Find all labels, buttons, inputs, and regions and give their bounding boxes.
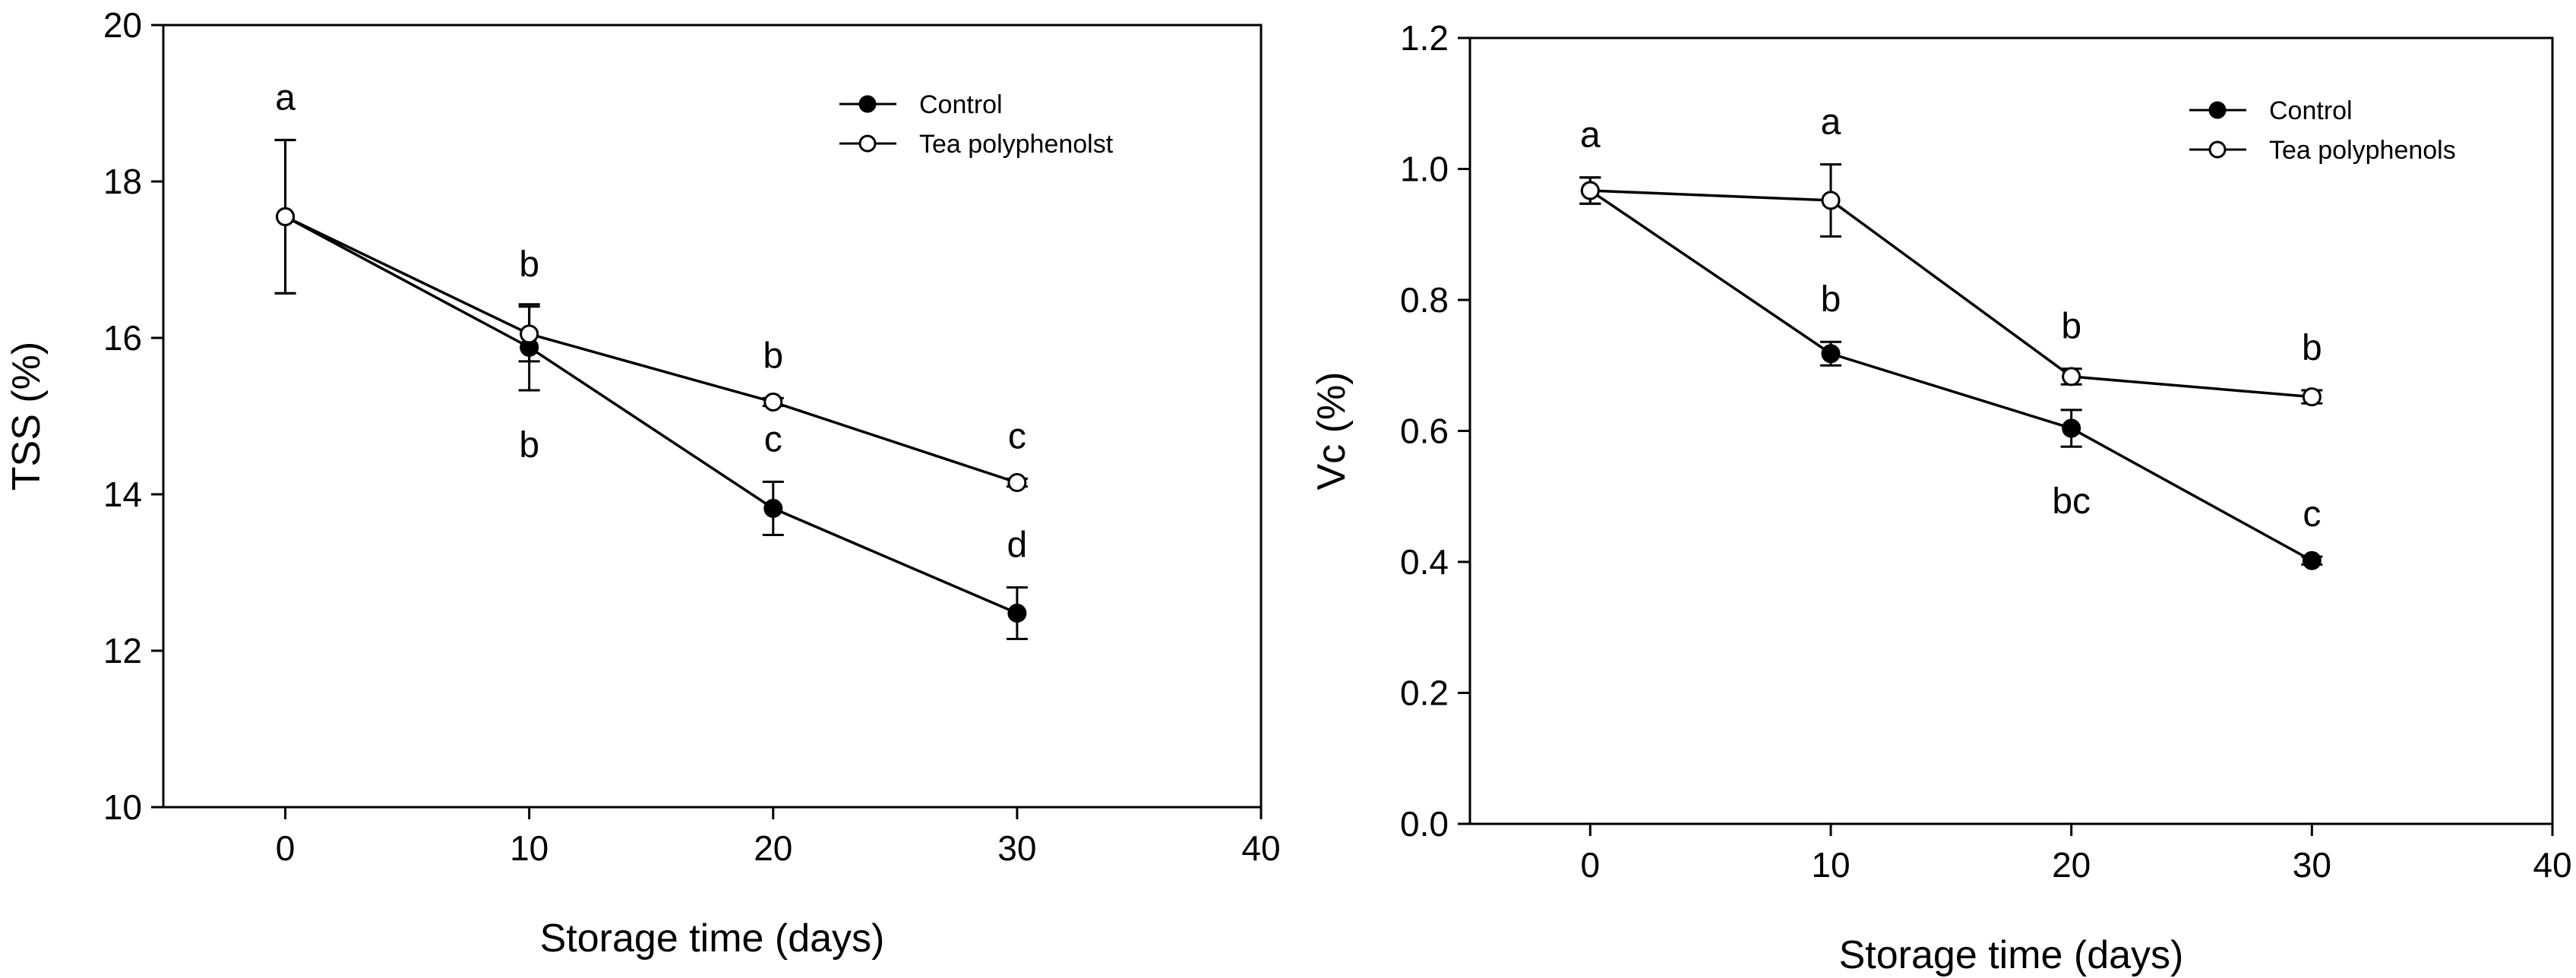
tea-polyphenols-point <box>763 392 783 412</box>
legend-label: Control <box>2269 96 2353 125</box>
tea-polyphenols-point <box>1821 191 1841 210</box>
y-axis-title: TSS (%) <box>5 342 49 491</box>
control-point <box>2062 418 2081 438</box>
significance-label: b <box>1821 279 1841 320</box>
x-tick-label: 20 <box>754 828 792 868</box>
legend-marker <box>2208 101 2227 119</box>
significance-label: b <box>763 336 783 376</box>
tea-polyphenols-point <box>520 324 539 344</box>
y-tick-label: 20 <box>103 5 142 45</box>
series-line-control <box>284 215 1018 615</box>
y-tick-label: 0.8 <box>1400 280 1449 320</box>
significance-label: c <box>2303 494 2321 535</box>
tea-polyphenols-point <box>276 207 296 226</box>
y-tick-label: 0.2 <box>1400 674 1449 713</box>
y-tick-label: 10 <box>103 787 142 827</box>
significance-label: c <box>764 420 782 460</box>
tss-chart: 10 12 14 16 18 20 0 10 20 30 40 Storage time (days)… <box>5 5 1281 961</box>
y-tick-label: 12 <box>103 631 142 670</box>
significance-label: c <box>1008 416 1026 456</box>
control-point <box>1007 604 1027 623</box>
y-tick-label: 0.4 <box>1400 542 1449 582</box>
legend-label: Tea polyphenolst <box>919 130 1114 159</box>
x-axis-title: Storage time (days) <box>540 916 885 961</box>
control-point <box>1821 344 1841 364</box>
x-axis-title: Storage time (days) <box>1839 933 2184 977</box>
y-tick-label: 1.2 <box>1400 18 1449 58</box>
x-tick-label: 10 <box>510 828 548 868</box>
tea-polyphenols-point <box>1580 181 1600 200</box>
y-axis-title: Vc (%) <box>1310 372 1354 491</box>
significance-label: b <box>519 244 539 285</box>
legend-marker <box>2208 140 2227 159</box>
control-point <box>763 499 783 519</box>
control-point <box>2302 551 2322 570</box>
x-tick-label: 40 <box>2533 845 2571 885</box>
y-tick-label: 18 <box>103 162 142 201</box>
significance-label: bc <box>2052 481 2091 522</box>
significance-label: b <box>2061 307 2081 347</box>
x-tick-label: 0 <box>276 828 296 868</box>
series-line-tea-polyphenols <box>1590 189 2312 399</box>
significance-label: a <box>275 77 296 118</box>
x-tick-label: 30 <box>997 828 1036 868</box>
series-line-control <box>1589 189 2313 562</box>
significance-label: b <box>2302 328 2322 368</box>
y-tick-label: 14 <box>103 475 142 514</box>
vc-chart: 0.0 0.2 0.4 0.6 0.8 1.0 1.2 0 10 20 30 40 Storage ti… <box>1310 18 2572 977</box>
y-tick-label: 0.0 <box>1400 804 1449 844</box>
y-tick-label: 0.6 <box>1400 412 1449 451</box>
x-tick-label: 30 <box>2293 845 2331 885</box>
legend-marker <box>858 134 877 153</box>
tea-polyphenols-point <box>2062 367 2081 386</box>
tea-polyphenols-point <box>1007 473 1027 493</box>
y-tick-label: 1.0 <box>1400 150 1449 189</box>
significance-label: b <box>519 425 539 465</box>
x-tick-label: 10 <box>1811 845 1850 885</box>
x-tick-label: 20 <box>2052 845 2091 885</box>
legend-label: Control <box>919 90 1003 119</box>
tea-polyphenols-point <box>2302 387 2322 407</box>
legend-label: Tea polyphenols <box>2269 136 2456 165</box>
significance-label: d <box>1007 525 1028 566</box>
y-tick-label: 16 <box>103 318 142 358</box>
series-line-tea-polyphenols <box>284 215 1018 484</box>
significance-label: a <box>1580 115 1601 156</box>
x-tick-label: 0 <box>1581 845 1601 885</box>
significance-label: a <box>1821 102 1841 142</box>
legend-marker <box>858 95 877 113</box>
plot-frame <box>162 24 1263 809</box>
x-tick-label: 40 <box>1241 828 1280 868</box>
